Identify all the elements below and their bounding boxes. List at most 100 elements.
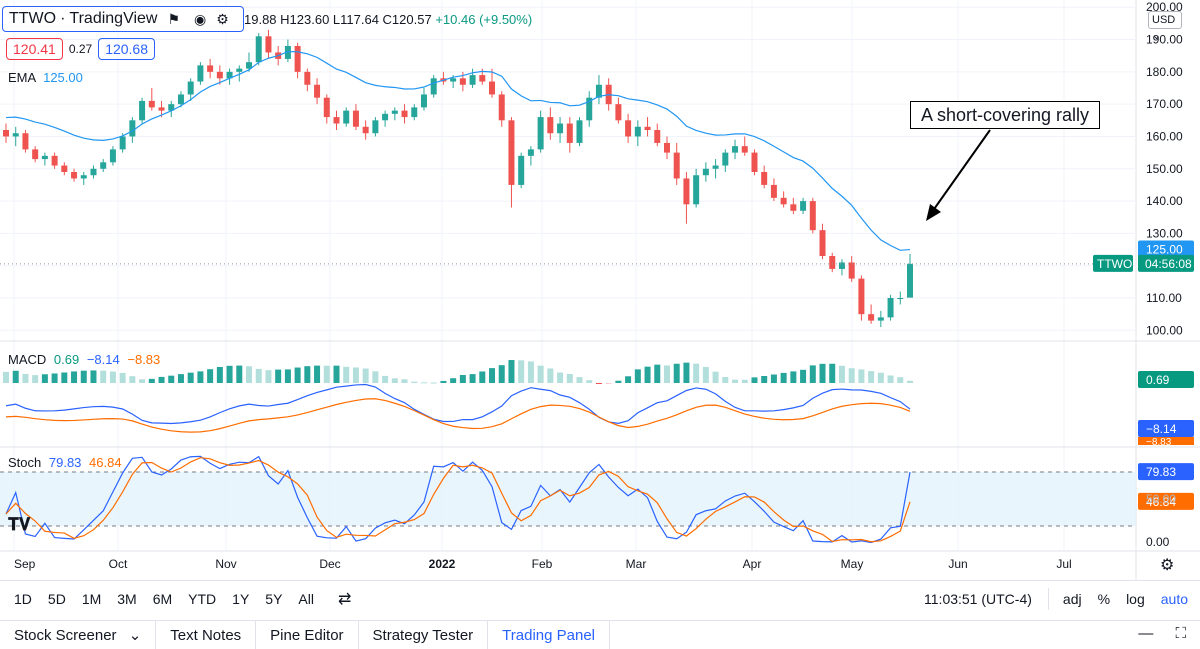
macd-legend[interactable]: MACD 0.69 −8.14 −8.83 [8, 352, 160, 367]
macd-histogram-bar [644, 366, 651, 383]
candle-body [109, 149, 116, 163]
range-1m[interactable]: 1M [81, 590, 102, 607]
clock[interactable]: 11:03:51 (UTC-4) [924, 591, 1032, 607]
log-toggle[interactable]: log [1126, 591, 1145, 607]
macd-histogram-bar [586, 380, 593, 383]
time-label: Feb [532, 557, 553, 571]
macd-histogram-bar [246, 366, 253, 383]
candle-body [420, 94, 427, 108]
symbol-source: TradingView [69, 10, 158, 27]
candle-body [119, 136, 126, 150]
candle-body [100, 162, 107, 169]
candle-body [566, 123, 573, 143]
macd-histogram-bar [907, 380, 913, 383]
macd-histogram-bar [868, 371, 875, 383]
candle-body [382, 113, 389, 121]
buy-button[interactable]: 120.68 [98, 38, 156, 60]
macd-histogram-bar [537, 365, 544, 383]
macd-histogram-bar [625, 376, 632, 383]
candle-body [838, 262, 845, 269]
tab-pine-editor[interactable]: Pine Editor [256, 620, 359, 649]
macd-histogram-bar [693, 363, 700, 383]
tab-strategy-tester[interactable]: Strategy Tester [359, 620, 489, 649]
time-label: Dec [319, 557, 340, 571]
macd-histogram-bar [508, 360, 515, 383]
time-label: Mar [626, 557, 647, 571]
stoch-legend[interactable]: Stoch 79.83 46.84 [8, 455, 122, 470]
currency-selector[interactable]: USD ⌄ [1148, 11, 1182, 42]
tab-text-notes[interactable]: Text Notes [156, 620, 257, 649]
ema-legend[interactable]: EMA 125.00 [8, 70, 83, 85]
minimize-icon[interactable]: — [1138, 625, 1154, 642]
goto-date-icon[interactable]: ⇄ [337, 590, 352, 608]
macd-histogram-bar [780, 372, 787, 383]
candle-body [236, 68, 243, 72]
tab-label: Stock Screener [14, 626, 117, 644]
candle-body [129, 120, 136, 137]
macd-histogram-bar [430, 382, 437, 384]
macd-histogram-bar [741, 379, 748, 383]
range-6m[interactable]: 6M [152, 590, 173, 607]
tab-trading-panel[interactable]: Trading Panel [488, 620, 610, 649]
macd-histogram-bar [761, 375, 768, 383]
chevron-down-icon: ⌄ [1152, 30, 1162, 42]
range-1d[interactable]: 1D [14, 590, 32, 607]
macd-histogram-bar [265, 370, 272, 383]
percent-toggle[interactable]: % [1097, 591, 1111, 607]
range-ytd[interactable]: YTD [188, 590, 217, 607]
candle-body [216, 71, 223, 79]
candle-body [80, 175, 87, 179]
candle-body [207, 65, 214, 72]
candle-body [158, 107, 165, 111]
candle-body [51, 155, 58, 166]
price-tick-label: 180.00 [1146, 65, 1183, 79]
tab-label: Pine Editor [270, 626, 344, 644]
macd-histogram-bar [848, 368, 855, 383]
candle-body [634, 126, 641, 137]
range-all[interactable]: All [298, 590, 314, 607]
candle-body [498, 94, 505, 121]
macd-histogram-bar [294, 367, 301, 383]
signal-line [5, 398, 911, 433]
macd-histogram-bar [518, 360, 525, 383]
macd-histogram-bar [391, 378, 398, 383]
tradingview-logo[interactable]: 𝐓𝐕 [8, 515, 42, 541]
tab-stock-screener[interactable]: Stock Screener ⌄ [0, 620, 157, 649]
eye-icon[interactable]: ◉ [194, 10, 207, 27]
macd-histogram-bar [469, 374, 476, 383]
stoch-k-tag [1138, 463, 1194, 481]
range-5d[interactable]: 5D [47, 590, 66, 607]
symbol-legend[interactable]: TTWO · TradingView ⚑ ◉ ⚙ [2, 6, 244, 32]
sell-button[interactable]: 120.41 [6, 38, 63, 60]
stoch-k-value: 79.83 [48, 455, 82, 470]
range-1y[interactable]: 1Y [232, 590, 250, 607]
macd-histogram-bar [450, 378, 457, 383]
macd-histogram-bar [654, 364, 661, 383]
fullscreen-icon[interactable]: ⛶ [1175, 625, 1186, 642]
adj-toggle[interactable]: adj [1062, 591, 1082, 607]
candle-body [625, 120, 632, 137]
macd-histogram-bar [829, 363, 836, 383]
candle-body [907, 263, 913, 298]
range-5y[interactable]: 5Y [265, 590, 283, 607]
candle-body [479, 75, 486, 82]
settings-icon[interactable]: ⚙ [216, 10, 229, 27]
candle-body [595, 84, 602, 98]
range-3m[interactable]: 3M [117, 590, 137, 607]
candle-body [343, 110, 350, 124]
flag-icon[interactable]: ⚑ [167, 10, 181, 27]
auto-toggle[interactable]: auto [1160, 591, 1188, 607]
macd-hist-tag [1138, 371, 1194, 388]
candle-body [586, 97, 593, 121]
candle-body [41, 155, 48, 160]
annotation-box[interactable]: A short-covering rally [910, 101, 1100, 129]
candle-body [829, 256, 836, 269]
macd-histogram-bar [800, 369, 807, 383]
macd-histogram-bar [615, 380, 622, 383]
tab-label: Trading Panel [502, 626, 595, 644]
macd-signal-tag [1138, 437, 1194, 445]
chevron-down-icon[interactable]: ⌄ [128, 626, 142, 644]
macd-hist-tag-label: 0.69 [1146, 373, 1170, 387]
candle-body [265, 36, 272, 53]
